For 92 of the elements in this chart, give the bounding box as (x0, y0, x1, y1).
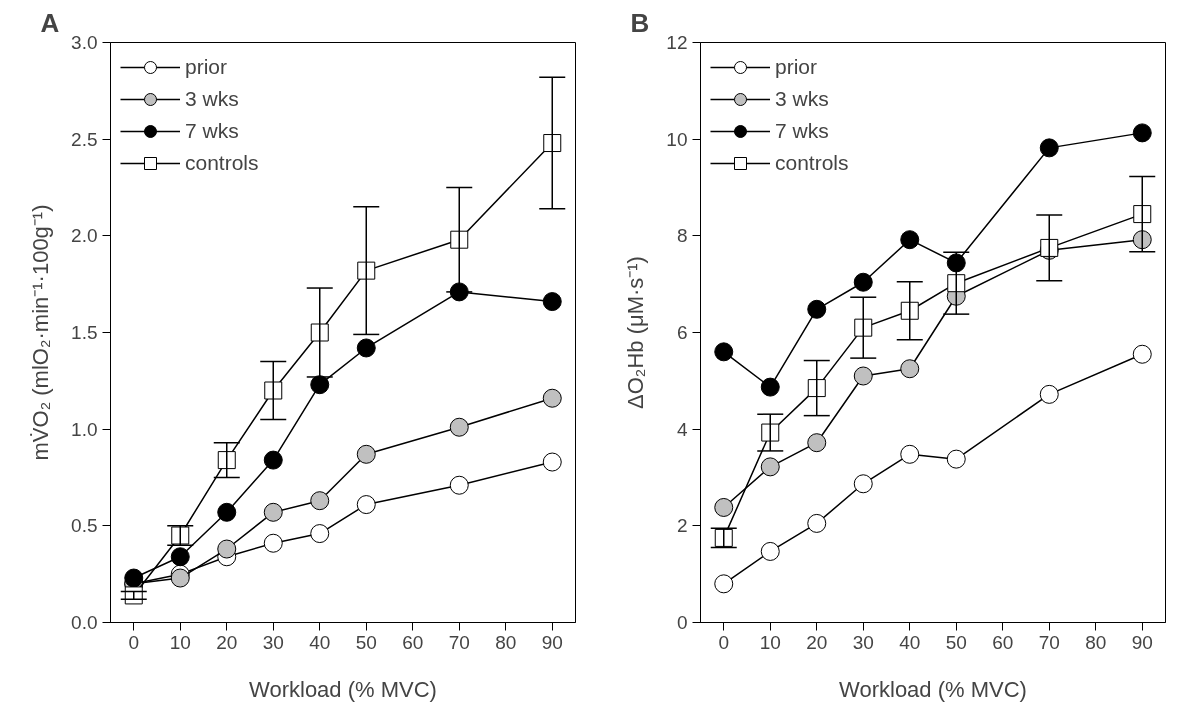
point (542, 452, 562, 472)
point (450, 230, 469, 249)
x-tick-label: 60 (992, 631, 1014, 653)
y-tick-label: 6 (676, 322, 688, 343)
point (947, 274, 966, 293)
x-tick-label: 30 (262, 631, 284, 653)
point (760, 377, 780, 397)
y-tick-label: 0.0 (71, 612, 98, 633)
point (714, 342, 734, 362)
point (356, 444, 376, 464)
point (1132, 230, 1152, 250)
x-tick-label: 0 (128, 631, 140, 653)
x-tick-label: 60 (402, 631, 424, 653)
legend-label: 7 wks (185, 119, 239, 143)
point (356, 495, 376, 515)
point (310, 491, 330, 511)
point (714, 497, 734, 517)
x-tick-label: 90 (541, 631, 563, 653)
chart-title: A (40, 7, 60, 38)
point (124, 568, 144, 588)
point (900, 444, 920, 464)
point (449, 475, 469, 495)
x-tick-label: 10 (759, 631, 781, 653)
point (946, 449, 966, 469)
legend-label: 7 wks (775, 119, 829, 143)
x-tick-label: 10 (169, 631, 191, 653)
y-tick-label: 2 (676, 515, 688, 537)
point (263, 533, 283, 553)
x-tick-label: 70 (1038, 631, 1060, 653)
y-tick-label: 1.5 (71, 322, 98, 343)
y-axis-title: mV̇O₂ (mlO₂·min⁻¹·100g⁻¹) (28, 204, 54, 461)
point (217, 502, 237, 522)
point (1132, 344, 1152, 364)
legend-label: controls (185, 151, 259, 175)
point (264, 381, 283, 400)
point (807, 513, 827, 533)
x-tick-label: 40 (309, 631, 331, 653)
y-tick-label: 10 (666, 128, 688, 150)
x-tick-label: 70 (448, 631, 470, 653)
point (217, 539, 237, 559)
y-axis-title: ΔO₂Hb (μM·s⁻¹) (623, 256, 649, 409)
x-tick-label: 50 (355, 631, 377, 653)
point (356, 338, 376, 358)
x-tick-label: 90 (1131, 631, 1153, 653)
point (310, 524, 330, 544)
y-tick-label: 2.0 (71, 225, 98, 247)
legend-label: controls (775, 151, 849, 175)
point (449, 417, 469, 437)
point (170, 547, 190, 567)
y-tick-label: 0.5 (71, 515, 98, 537)
y-tick-label: 3.0 (71, 32, 98, 53)
point (854, 318, 873, 337)
point (900, 230, 920, 250)
legend-label: 3 wks (775, 87, 829, 111)
legend-label: prior (775, 55, 818, 79)
x-tick-label: 20 (216, 631, 238, 653)
point (946, 253, 966, 273)
point (542, 292, 562, 312)
point (542, 388, 562, 408)
point (807, 433, 827, 453)
legend-label: prior (185, 55, 228, 79)
point (714, 574, 734, 594)
chart-title: B (630, 7, 650, 38)
point (760, 457, 780, 477)
point (807, 299, 827, 319)
x-axis-title: Workload (% MVC) (249, 676, 437, 702)
point (900, 359, 920, 379)
x-axis-title: Workload (% MVC) (839, 676, 1027, 702)
point (853, 272, 873, 292)
y-tick-label: 8 (676, 225, 688, 247)
point (1132, 123, 1152, 143)
y-tick-label: 1.0 (71, 418, 98, 440)
x-tick-label: 80 (1085, 631, 1107, 653)
point (853, 474, 873, 494)
y-tick-label: 4 (676, 418, 688, 440)
x-tick-label: 50 (945, 631, 967, 653)
y-tick-label: 12 (666, 32, 688, 53)
y-tick-label: 2.5 (71, 128, 98, 150)
point (1039, 138, 1059, 158)
point (263, 502, 283, 522)
legend-label: 3 wks (185, 87, 239, 111)
point (310, 375, 330, 395)
point (760, 541, 780, 561)
y-tick-label: 0 (676, 612, 688, 633)
x-tick-label: 0 (718, 631, 730, 653)
point (853, 366, 873, 386)
x-tick-label: 80 (495, 631, 517, 653)
x-tick-label: 30 (852, 631, 874, 653)
x-tick-label: 40 (899, 631, 921, 653)
point (263, 450, 283, 470)
point (1039, 384, 1059, 404)
x-tick-label: 20 (806, 631, 828, 653)
